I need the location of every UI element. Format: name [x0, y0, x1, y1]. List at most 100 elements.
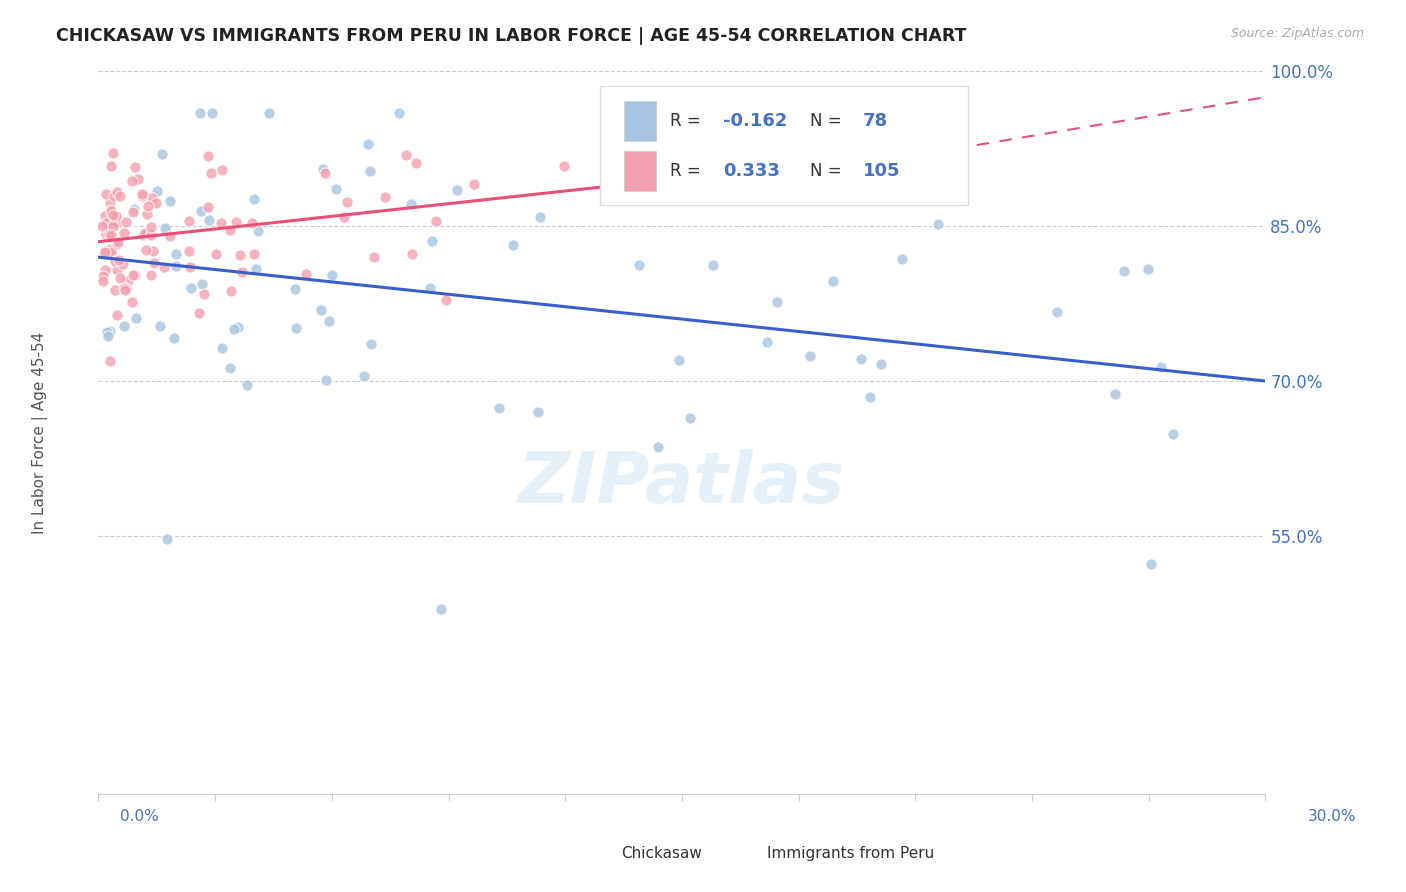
Point	[114, 283, 136, 297]
Point	[336, 194, 359, 209]
Point	[359, 164, 381, 178]
Point	[193, 287, 215, 301]
Point	[165, 259, 187, 273]
Point	[312, 161, 335, 176]
Point	[401, 247, 423, 261]
Point	[104, 254, 127, 268]
Point	[105, 216, 128, 230]
Point	[156, 533, 179, 547]
Point	[599, 110, 621, 124]
Point	[101, 219, 124, 234]
Point	[779, 169, 801, 183]
Point	[159, 228, 181, 243]
Point	[1112, 264, 1135, 278]
Point	[1104, 387, 1126, 401]
Point	[211, 163, 233, 178]
Point	[139, 268, 162, 282]
Point	[529, 211, 551, 225]
Point	[188, 105, 211, 120]
Point	[134, 226, 156, 240]
Point	[124, 310, 146, 325]
Point	[821, 274, 844, 288]
Text: N =: N =	[810, 112, 842, 129]
Point	[502, 237, 524, 252]
Text: 30.0%: 30.0%	[1309, 809, 1357, 823]
Point	[150, 146, 173, 161]
Point	[942, 85, 965, 99]
Point	[1140, 557, 1163, 571]
Point	[93, 244, 115, 259]
Point	[315, 373, 337, 387]
Point	[1136, 261, 1159, 276]
Point	[98, 244, 121, 258]
Point	[190, 277, 212, 292]
Point	[363, 250, 385, 264]
Point	[179, 244, 201, 259]
Point	[360, 337, 382, 351]
Point	[159, 194, 181, 208]
Point	[124, 161, 146, 175]
Text: -0.162: -0.162	[723, 112, 787, 129]
Point	[94, 262, 117, 277]
Point	[110, 270, 132, 285]
Point	[100, 228, 122, 243]
Point	[165, 247, 187, 261]
Point	[131, 189, 153, 203]
Point	[96, 325, 118, 339]
Point	[105, 237, 128, 252]
Point	[136, 207, 159, 221]
Text: ZIPatlas: ZIPatlas	[519, 449, 845, 517]
Point	[122, 202, 145, 217]
Point	[100, 242, 122, 256]
Point	[218, 223, 240, 237]
Point	[333, 210, 356, 224]
Point	[105, 209, 128, 223]
Point	[135, 243, 157, 257]
Point	[139, 220, 162, 235]
Point	[100, 203, 122, 218]
Point	[97, 227, 120, 241]
Point	[891, 252, 914, 266]
Point	[112, 226, 135, 240]
Point	[842, 109, 865, 123]
Point	[219, 285, 242, 299]
Point	[756, 335, 779, 350]
Point	[488, 401, 510, 415]
Point	[188, 306, 211, 320]
Point	[374, 189, 396, 203]
Point	[225, 215, 247, 229]
Point	[107, 235, 129, 249]
Point	[97, 221, 120, 235]
Point	[94, 216, 117, 230]
Text: R =: R =	[671, 112, 706, 129]
Point	[425, 213, 447, 227]
FancyBboxPatch shape	[734, 838, 761, 868]
Text: 0.0%: 0.0%	[120, 809, 159, 823]
Point	[139, 228, 162, 243]
Point	[145, 196, 167, 211]
Point	[149, 318, 172, 333]
Point	[108, 189, 131, 203]
Text: Source: ZipAtlas.com: Source: ZipAtlas.com	[1230, 27, 1364, 40]
Point	[108, 252, 131, 267]
Point	[112, 281, 135, 295]
Point	[211, 342, 233, 356]
Point	[94, 187, 117, 202]
Point	[201, 105, 224, 120]
FancyBboxPatch shape	[624, 152, 657, 191]
Point	[103, 145, 125, 160]
Point	[142, 244, 165, 258]
FancyBboxPatch shape	[624, 101, 657, 141]
Point	[121, 174, 143, 188]
Point	[419, 280, 441, 294]
Point	[803, 167, 825, 181]
Point	[870, 357, 893, 371]
Point	[388, 105, 411, 120]
Point	[197, 200, 219, 214]
Text: R =: R =	[671, 162, 706, 180]
Point	[94, 209, 117, 223]
Point	[209, 215, 232, 229]
Point	[463, 177, 485, 191]
Point	[105, 308, 128, 322]
Point	[100, 159, 122, 173]
